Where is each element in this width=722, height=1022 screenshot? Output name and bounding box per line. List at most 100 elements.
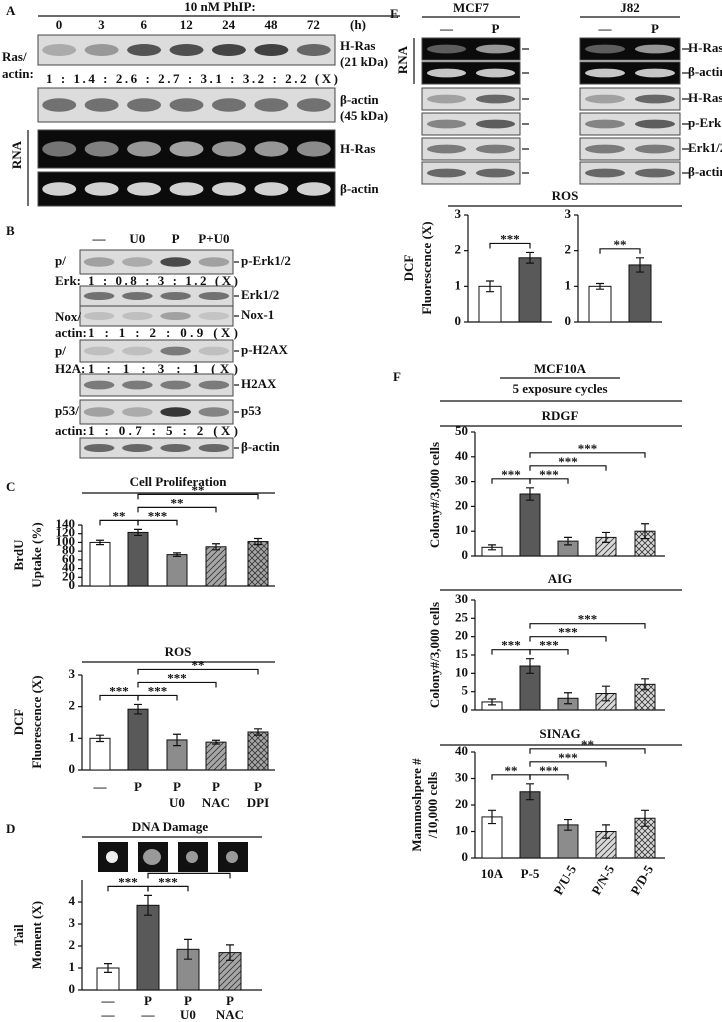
significance-label: *** xyxy=(158,874,178,889)
y-tick-label: 20 xyxy=(455,796,468,811)
significance-bracket xyxy=(529,452,646,458)
band xyxy=(160,292,191,300)
significance-label: ** xyxy=(581,737,594,752)
panel-label: B xyxy=(6,223,15,238)
comet xyxy=(186,851,198,863)
error-bar xyxy=(488,698,496,706)
significance-label: *** xyxy=(118,874,138,889)
y-tick-label: 30 xyxy=(455,591,468,606)
y-tick-label: 20 xyxy=(62,568,75,583)
y-tick-label: 4 xyxy=(69,893,76,908)
error-bar xyxy=(134,528,142,537)
ratio-label: p/ xyxy=(55,343,66,358)
bar xyxy=(518,257,542,323)
significance-bracket xyxy=(529,774,569,780)
significance-bracket xyxy=(529,636,607,642)
x-tick-label: P xyxy=(144,993,152,1008)
bar xyxy=(166,554,188,587)
bar xyxy=(205,741,227,771)
band xyxy=(585,44,625,54)
band xyxy=(296,98,331,112)
size-label: (45 kDa) xyxy=(340,108,388,123)
time-label: 3 xyxy=(98,17,105,32)
band xyxy=(122,257,153,267)
y-tick-label: 0 xyxy=(462,547,469,562)
ratio-values: 1 : 0.7 : 5 : 2 (X) xyxy=(88,423,238,438)
chart-title: Cell Proliferation xyxy=(130,474,228,489)
band-label: β-actin xyxy=(688,64,722,79)
y-axis-label: Colony#/3,000 cells xyxy=(427,602,442,708)
bar xyxy=(127,531,149,587)
blot xyxy=(579,61,681,85)
band xyxy=(475,168,516,178)
error-bar xyxy=(254,537,262,546)
bar xyxy=(136,904,160,991)
error-bar xyxy=(641,523,649,540)
x-tick-label: P/U-5 xyxy=(550,862,579,897)
band-label: p-Erk1/2 xyxy=(241,253,291,268)
significance-label: *** xyxy=(558,454,578,469)
comet xyxy=(143,849,161,865)
error-bar xyxy=(134,703,142,715)
band xyxy=(127,44,162,56)
significance-bracket xyxy=(529,761,607,767)
significance-bracket xyxy=(529,649,569,655)
y-tick-label: 3 xyxy=(69,915,76,930)
band-label: H-Ras xyxy=(340,141,375,156)
bar xyxy=(519,493,541,557)
band xyxy=(254,182,289,196)
band-label: Nox-1 xyxy=(241,307,274,322)
error-bar xyxy=(212,739,220,745)
bar xyxy=(247,541,269,587)
band xyxy=(296,44,331,56)
ratio-label: actin: xyxy=(55,325,87,340)
band xyxy=(211,141,246,157)
blot xyxy=(421,137,521,161)
band xyxy=(198,257,230,267)
band xyxy=(83,380,115,390)
x-tick-label: NAC xyxy=(202,795,230,810)
significance-label: *** xyxy=(501,467,521,482)
significance-bracket xyxy=(137,519,178,526)
blot xyxy=(79,373,234,397)
y-axis-label: Fluorescence (X) xyxy=(29,675,44,768)
band xyxy=(83,257,115,267)
y-tick-label: 10 xyxy=(455,822,468,837)
chart-title: AIG xyxy=(548,571,573,586)
lane-label: U0 xyxy=(129,231,145,246)
x-tick-label: P-5 xyxy=(521,866,540,881)
subtitle: 5 exposure cycles xyxy=(512,381,607,396)
y-axis-label: Uptake (%) xyxy=(29,522,44,587)
band-label: β-actin xyxy=(340,92,379,107)
band xyxy=(42,44,77,56)
panel-label: F xyxy=(393,369,401,384)
ratio-label: Ras/ xyxy=(2,49,27,64)
x-tick-label: P/D-5 xyxy=(627,862,656,897)
chart-title: ROS xyxy=(165,644,192,659)
y-axis-label: Colony#/3,000 cells xyxy=(427,442,442,548)
blot xyxy=(79,249,234,275)
band-label: β-actin xyxy=(340,181,379,196)
significance-label: *** xyxy=(167,670,187,685)
significance-bracket xyxy=(137,668,259,675)
error-bar xyxy=(602,824,610,839)
significance-label: *** xyxy=(501,638,521,653)
blot xyxy=(79,305,234,327)
band-label: p53 xyxy=(241,403,262,418)
significance-label: *** xyxy=(109,683,129,698)
y-tick-label: 30 xyxy=(455,769,468,784)
blot xyxy=(421,37,521,61)
band-label: p-H2AX xyxy=(241,342,289,357)
band xyxy=(198,444,230,452)
y-tick-label: 0 xyxy=(462,701,469,716)
y-axis-label: Tail xyxy=(11,924,26,946)
lane-label: P+U0 xyxy=(198,231,229,246)
panel-label: E xyxy=(390,6,399,21)
band xyxy=(635,94,675,104)
band xyxy=(475,119,516,129)
significance-bracket xyxy=(529,465,607,471)
y-tick-label: 25 xyxy=(455,609,469,624)
band xyxy=(211,44,246,56)
band xyxy=(426,119,467,129)
panel-label: C xyxy=(6,479,15,494)
